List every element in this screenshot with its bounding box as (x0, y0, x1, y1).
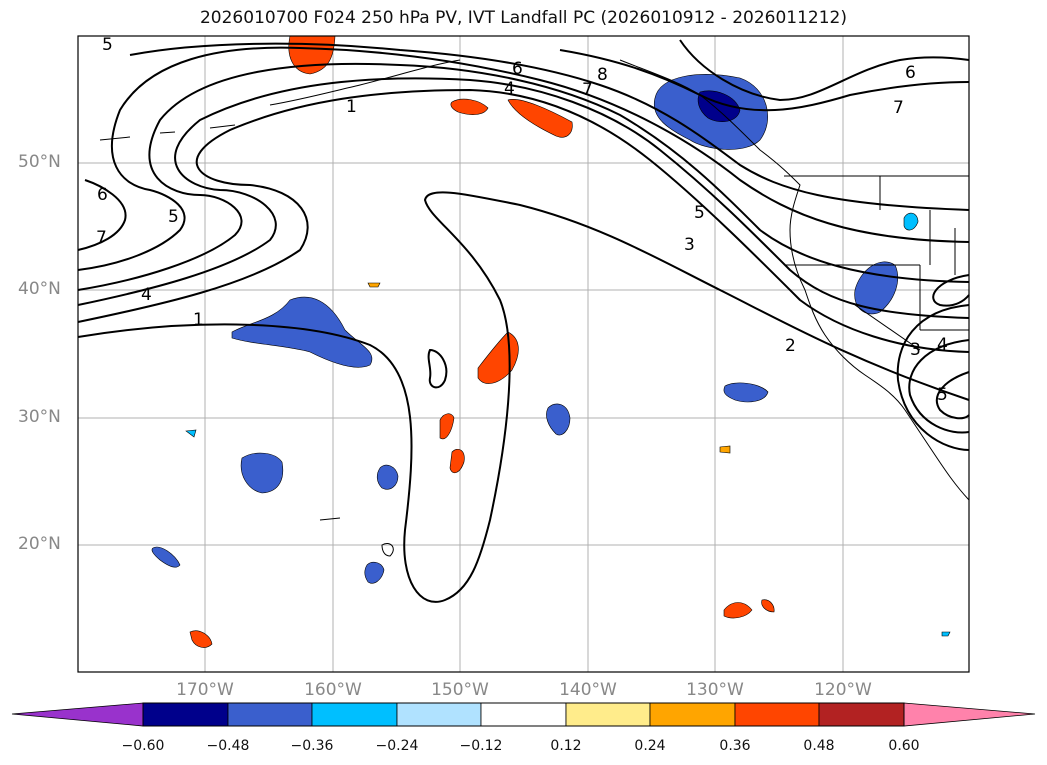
colorbar-tick: −0.12 (459, 738, 503, 754)
lon-label: 140°W (559, 680, 617, 700)
map-title: 2026010700 F024 250 hPa PV, IVT Landfall… (199, 8, 847, 28)
contour-label: 8 (597, 65, 608, 85)
contour-label: 1 (346, 97, 357, 117)
colorbar (11, 702, 1036, 727)
colorbar-tick: −0.60 (121, 738, 165, 754)
contour-label: 3 (910, 340, 921, 360)
colorbar-tick: 0.60 (888, 738, 920, 754)
map-panel (77, 35, 970, 673)
colorbar-tick: −0.24 (375, 738, 419, 754)
contour-label: 5 (168, 207, 179, 227)
contour-label-group: 5 6 7 1 4 1 5 6 7 8 4 6 7 5 3 2 3 4 5 (96, 35, 948, 405)
contour-label: 7 (582, 80, 593, 100)
coastlines (99, 59, 970, 557)
colorbar-tick: 0.36 (719, 738, 751, 754)
lon-label: 130°W (686, 680, 744, 700)
contour-label: 5 (694, 203, 705, 223)
lon-label: 160°W (304, 680, 362, 700)
contour-label: 6 (97, 185, 108, 205)
colorbar-extend-max (903, 702, 1036, 727)
contour-label: 5 (102, 35, 113, 55)
contour-label: 4 (937, 335, 948, 355)
contour-label: 3 (684, 235, 695, 255)
contour-label: 4 (504, 79, 515, 99)
contour-label: 6 (905, 63, 916, 83)
lon-label: 170°W (176, 680, 234, 700)
lat-label: 50°N (18, 152, 61, 172)
colorbar-tick: −0.48 (206, 738, 250, 754)
contour-label: 2 (785, 336, 796, 356)
map-frame (77, 35, 970, 673)
contour-label: 7 (96, 228, 107, 248)
contour-label: 6 (512, 59, 523, 79)
colorbar-tick: 0.24 (634, 738, 666, 754)
lon-label: 150°W (431, 680, 489, 700)
contour-label: 1 (193, 310, 204, 330)
negative-anomaly-fills (151, 74, 951, 637)
colorbar-tick: 0.48 (803, 738, 835, 754)
ivt-contours (77, 39, 970, 603)
colorbar-tick: 0.12 (550, 738, 582, 754)
lat-label: 40°N (18, 279, 61, 299)
lat-label: 30°N (18, 407, 61, 427)
contour-label: 5 (937, 385, 948, 405)
colorbar-extend-min (11, 702, 144, 727)
colorbar-tick: −0.36 (290, 738, 334, 754)
lon-label: 120°W (814, 680, 872, 700)
contour-label: 4 (141, 285, 152, 305)
contour-label: 7 (893, 98, 904, 118)
lat-label: 20°N (18, 534, 61, 554)
